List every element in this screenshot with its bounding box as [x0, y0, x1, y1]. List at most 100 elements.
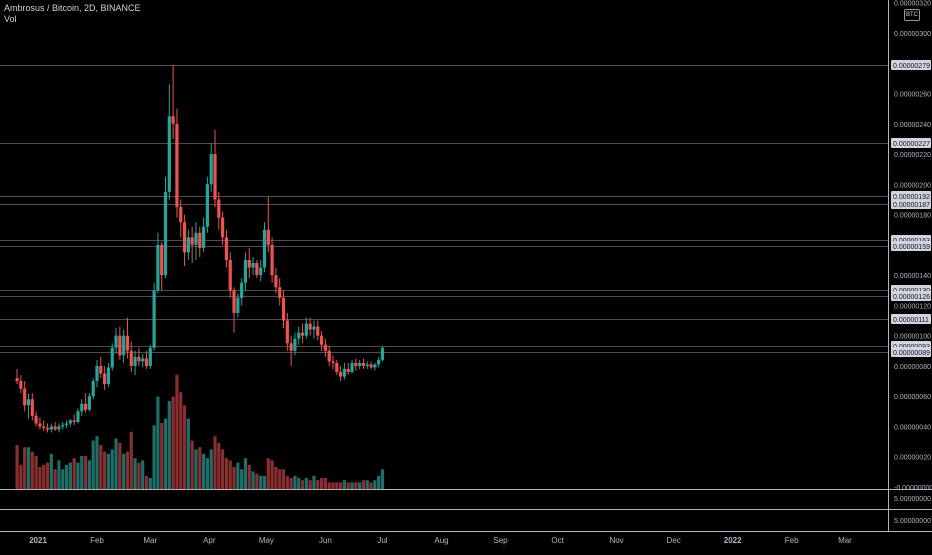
candle[interactable]: [369, 361, 373, 369]
candle[interactable]: [15, 368, 19, 385]
candle[interactable]: [38, 417, 42, 430]
candle[interactable]: [76, 408, 80, 424]
candle[interactable]: [118, 326, 122, 360]
candle[interactable]: [144, 350, 149, 369]
candle[interactable]: [308, 317, 312, 336]
candle[interactable]: [179, 199, 183, 238]
candle[interactable]: [236, 293, 240, 318]
candle[interactable]: [251, 256, 255, 276]
candle[interactable]: [148, 344, 152, 369]
candle[interactable]: [114, 328, 118, 354]
candle[interactable]: [198, 226, 202, 257]
candle[interactable]: [259, 260, 263, 282]
candle[interactable]: [205, 176, 209, 233]
candle[interactable]: [42, 420, 46, 432]
candle[interactable]: [380, 346, 385, 362]
candle[interactable]: [221, 211, 225, 245]
candle[interactable]: [83, 393, 88, 413]
candle[interactable]: [133, 350, 137, 376]
candle[interactable]: [327, 346, 331, 366]
candle[interactable]: [365, 361, 369, 369]
price-axis[interactable]: 0.000003200.000003000.000002800.00000260…: [891, 1, 932, 525]
candle[interactable]: [49, 423, 53, 433]
candle[interactable]: [247, 247, 251, 279]
candle[interactable]: [262, 222, 267, 273]
candle[interactable]: [323, 338, 327, 357]
candle[interactable]: [377, 356, 381, 368]
candle[interactable]: [129, 341, 133, 372]
candle[interactable]: [156, 232, 160, 294]
candle[interactable]: [125, 317, 130, 359]
candle[interactable]: [331, 355, 335, 369]
currency-badge[interactable]: BTC: [904, 9, 920, 21]
candle[interactable]: [358, 359, 362, 369]
candle[interactable]: [281, 290, 286, 329]
candle[interactable]: [106, 362, 111, 388]
candle[interactable]: [289, 335, 293, 366]
candle[interactable]: [80, 399, 84, 416]
candle[interactable]: [141, 353, 145, 368]
candle[interactable]: [137, 347, 141, 366]
candle[interactable]: [316, 320, 320, 341]
candle[interactable]: [171, 64, 175, 139]
candle[interactable]: [23, 381, 27, 412]
candle[interactable]: [91, 378, 95, 400]
candle[interactable]: [312, 320, 316, 339]
candle[interactable]: [266, 196, 270, 253]
candle[interactable]: [61, 421, 65, 430]
candle[interactable]: [373, 362, 377, 371]
candle[interactable]: [34, 411, 38, 427]
candle[interactable]: [335, 359, 339, 376]
candle[interactable]: [103, 365, 107, 391]
candle[interactable]: [346, 362, 350, 376]
candle[interactable]: [68, 418, 72, 427]
candle[interactable]: [122, 329, 126, 363]
candle[interactable]: [110, 343, 114, 371]
candle[interactable]: [300, 323, 305, 344]
candle[interactable]: [209, 143, 213, 192]
candle[interactable]: [232, 287, 236, 333]
candle[interactable]: [228, 252, 232, 298]
candle[interactable]: [201, 217, 206, 253]
candle[interactable]: [255, 260, 259, 279]
candle[interactable]: [26, 393, 31, 419]
candle[interactable]: [224, 229, 229, 268]
candle[interactable]: [297, 326, 301, 345]
candle[interactable]: [64, 420, 69, 428]
candle[interactable]: [175, 108, 179, 218]
candle[interactable]: [339, 365, 343, 382]
candle[interactable]: [319, 331, 324, 351]
candle[interactable]: [304, 317, 308, 339]
candle[interactable]: [240, 278, 244, 306]
candle[interactable]: [182, 214, 187, 267]
candle[interactable]: [95, 359, 99, 388]
candle[interactable]: [57, 423, 61, 433]
candle[interactable]: [342, 362, 347, 380]
candle[interactable]: [152, 282, 156, 351]
candle[interactable]: [270, 237, 274, 283]
candle[interactable]: [243, 252, 248, 291]
candle[interactable]: [19, 375, 23, 394]
candle[interactable]: [53, 421, 57, 432]
candle[interactable]: [285, 312, 289, 351]
candle[interactable]: [213, 129, 217, 208]
candle[interactable]: [163, 176, 168, 279]
candle[interactable]: [190, 226, 194, 264]
candle[interactable]: [194, 222, 198, 260]
candle[interactable]: [354, 358, 358, 371]
candle[interactable]: [361, 358, 366, 369]
candle[interactable]: [167, 84, 171, 200]
candle[interactable]: [350, 359, 354, 374]
candle[interactable]: [30, 393, 34, 421]
candle[interactable]: [274, 267, 278, 294]
candle[interactable]: [87, 393, 91, 412]
candle[interactable]: [99, 356, 103, 379]
candle[interactable]: [217, 191, 221, 230]
candle[interactable]: [72, 414, 76, 425]
candle[interactable]: [160, 241, 164, 291]
candle[interactable]: [293, 332, 297, 356]
time-axis[interactable]: 2021 Feb Mar Apr May Jun Jul Aug Sep Oct Nov Dec 202…: [29, 536, 852, 545]
candle[interactable]: [278, 278, 282, 306]
